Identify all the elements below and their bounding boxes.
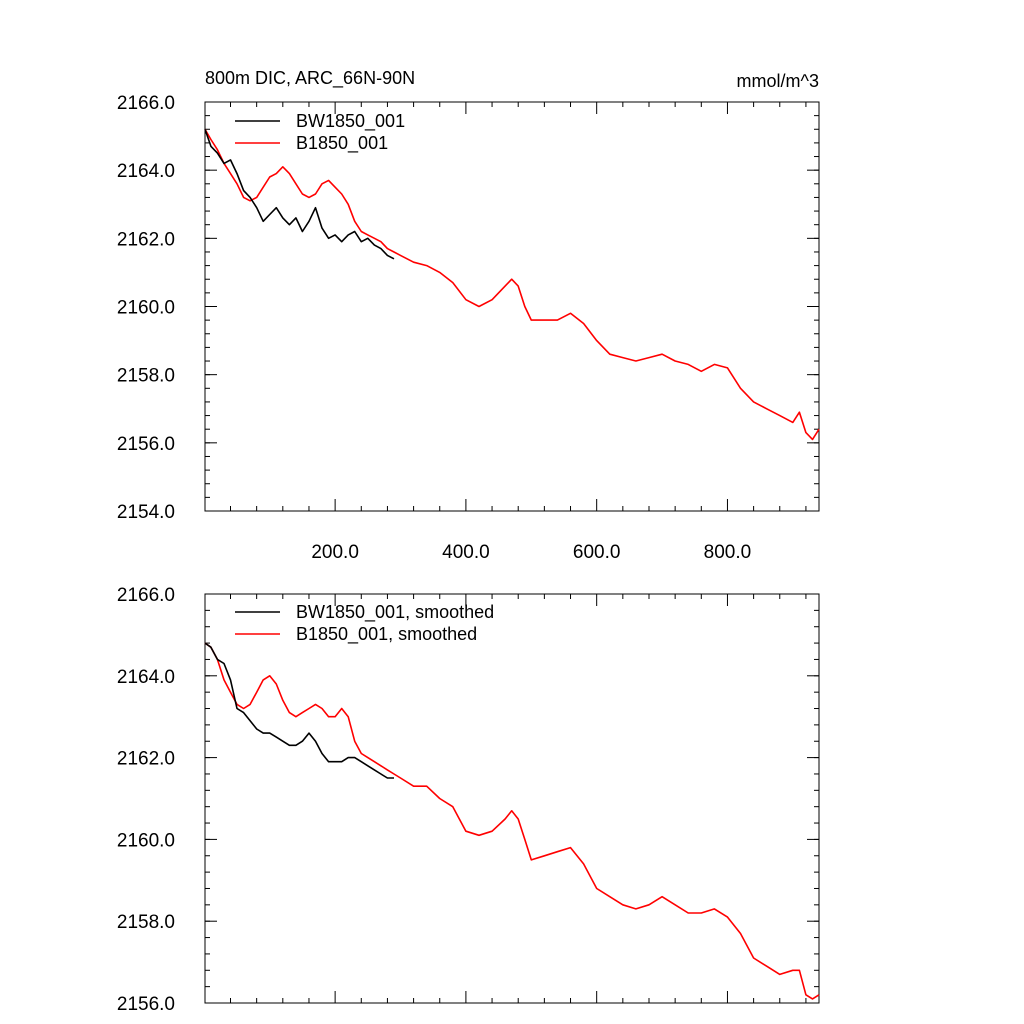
y-tick-label: 2156.0 xyxy=(117,434,175,455)
top-legend: BW1850_001 B1850_001 xyxy=(235,111,405,154)
x-tick-label: 400.0 xyxy=(442,542,490,563)
top-plot-frame xyxy=(204,101,820,512)
y-tick-label: 2160.0 xyxy=(117,830,175,851)
y-tick-label: 2158.0 xyxy=(117,366,175,387)
bottom-plot-frame xyxy=(204,593,820,1004)
y-tick-label: 2162.0 xyxy=(117,229,175,250)
y-tick-label: 2158.0 xyxy=(117,912,175,933)
bottom-panel: 2156.0 2158.0 2160.0 2162.0 2164.0 2166.0 BW1… xyxy=(117,585,820,1015)
top-panel: 800m DIC, ARC_66N-90N mmol/m^3 2154.0215… xyxy=(117,68,820,563)
bottom-axis-ticks xyxy=(205,593,819,1004)
x-tick-label: 600.0 xyxy=(573,542,621,563)
y-tick-label: 2154.0 xyxy=(117,502,175,523)
y-tick-label: 2164.0 xyxy=(117,667,175,688)
legend-label-bw1850-smoothed: BW1850_001, smoothed xyxy=(296,602,494,623)
series-line-bw1850-bottom xyxy=(204,642,394,779)
series-line-bw1850-top xyxy=(204,129,395,260)
y-tick-label: 2166.0 xyxy=(117,93,175,114)
x-tick-label: 200.0 xyxy=(311,542,359,563)
series-line-b1850-bottom xyxy=(204,642,820,1000)
x-tick-label: 800.0 xyxy=(704,542,752,563)
y-tick-label: 2156.0 xyxy=(117,994,175,1015)
y-tick-label: 2160.0 xyxy=(117,298,175,319)
bottom-legend: BW1850_001, smoothed B1850_001, smoothed xyxy=(235,602,494,645)
chart-title: 800m DIC, ARC_66N-90N xyxy=(205,68,415,89)
units-label: mmol/m^3 xyxy=(737,71,819,91)
top-axis-labels: 2154.0 2156.0 2158.0 2160.0 2162.0 2164.0 2166… xyxy=(117,93,751,563)
y-tick-label: 2162.0 xyxy=(117,749,175,770)
y-tick-label: 2164.0 xyxy=(117,161,175,182)
bottom-series-group xyxy=(204,642,820,1000)
series-line-b1850-top xyxy=(204,128,820,441)
bottom-axis-labels: 2156.0 2158.0 2160.0 2162.0 2164.0 2166.0 xyxy=(117,585,175,1015)
legend-label-b1850: B1850_001 xyxy=(296,133,388,154)
legend-label-b1850-smoothed: B1850_001, smoothed xyxy=(296,624,477,645)
top-series-group xyxy=(204,128,820,441)
legend-label-bw1850: BW1850_001 xyxy=(296,111,405,132)
y-tick-label: 2166.0 xyxy=(117,585,175,606)
top-axis-ticks xyxy=(205,101,819,512)
